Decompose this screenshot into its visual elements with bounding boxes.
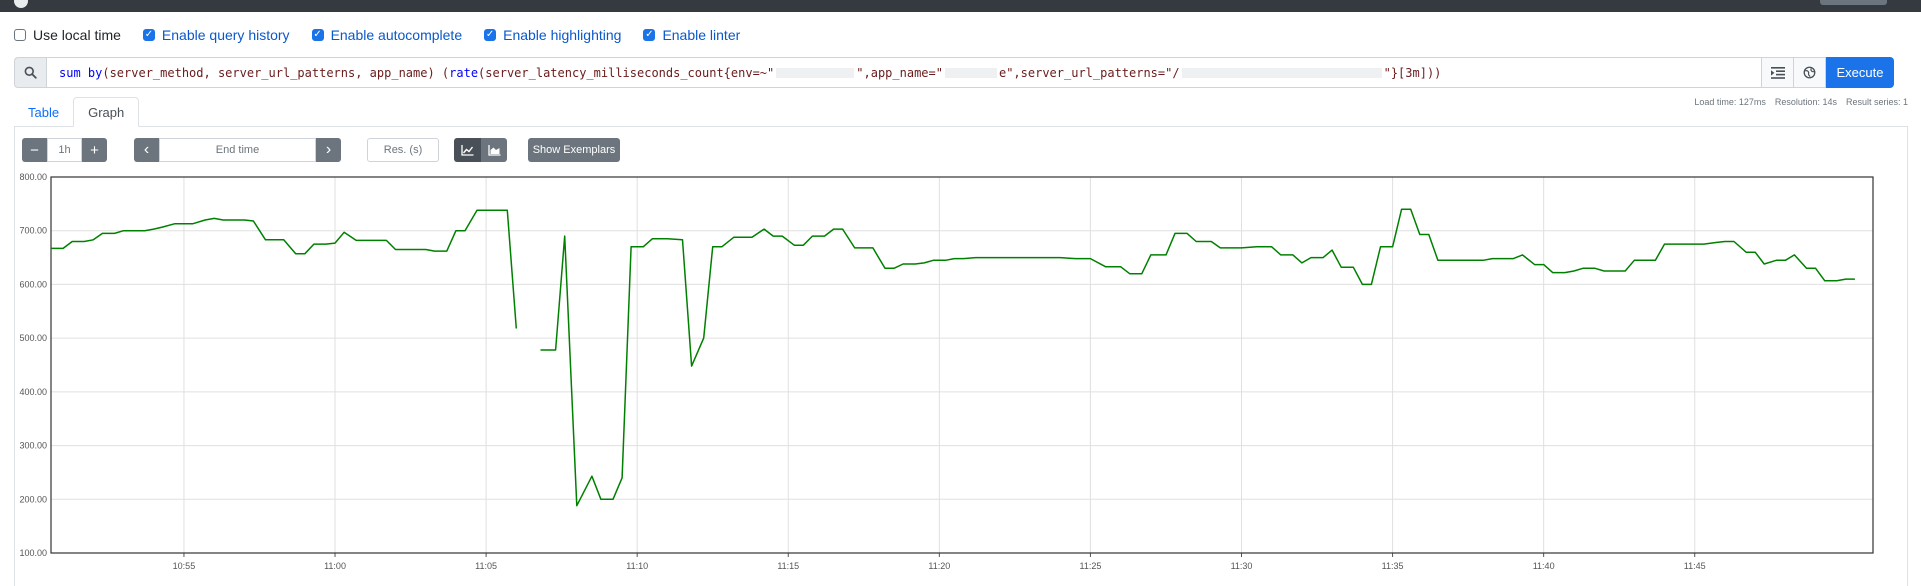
latency-line-chart: 800.00 700.00 600.00 500.00 400.00 300.00 200.… [19, 172, 1874, 571]
checkbox-icon[interactable] [14, 29, 26, 41]
setting-enable-autocomplete[interactable]: ✓ Enable autocomplete [311, 27, 463, 43]
resolution-input[interactable]: Res. (s) [367, 138, 439, 162]
query-bar: sum by (server_method, server_url_patter… [14, 57, 1894, 88]
setting-label: Use local time [33, 27, 121, 43]
checkbox-checked-icon[interactable]: ✓ [142, 29, 155, 41]
x-tick-label: 11:20 [928, 561, 950, 571]
plot-area-frame [50, 176, 1874, 554]
query-input[interactable]: sum by (server_method, server_url_patter… [46, 57, 1762, 88]
query-text: "}[3m])) [1383, 65, 1442, 80]
checkbox-checked-icon[interactable]: ✓ [311, 29, 324, 41]
resolution: Resolution: 14s [1774, 97, 1837, 107]
y-tick-label: 300.00 [19, 441, 47, 451]
view-tabs: Table Graph [14, 97, 140, 127]
x-tick-label: 11:25 [1079, 561, 1101, 571]
y-tick-label: 700.00 [19, 226, 47, 236]
x-tick-label: 11:10 [626, 561, 648, 571]
y-tick-label: 600.00 [19, 279, 47, 289]
previous-time-button[interactable]: ‹ [134, 138, 159, 162]
tab-table[interactable]: Table [28, 104, 60, 120]
end-time-input[interactable]: End time [159, 138, 316, 162]
execute-button[interactable]: Execute [1826, 57, 1894, 88]
y-tick-label: 800.00 [19, 172, 47, 182]
query-stats: Load time: 127ms Resolution: 14s Result se… [1685, 97, 1908, 107]
navbar [0, 0, 1921, 12]
x-tick-label: 11:15 [777, 561, 799, 571]
x-tick-label: 11:40 [1533, 561, 1555, 571]
increase-range-button[interactable]: + [82, 138, 107, 162]
setting-enable-query-history[interactable]: ✓ Enable query history [142, 27, 290, 43]
line-chart-icon[interactable] [454, 138, 481, 162]
setting-enable-linter[interactable]: ✓ Enable linter [643, 27, 740, 43]
result-series: Result series: 1 [1845, 97, 1908, 107]
setting-use-local-time[interactable]: Use local time [14, 27, 121, 43]
decrease-range-button[interactable]: − [22, 138, 47, 162]
setting-enable-highlighting[interactable]: ✓ Enable highlighting [484, 27, 621, 43]
graph-panel [14, 126, 1908, 586]
query-keyword: sum by [59, 65, 103, 80]
x-tick-label: 10:55 [173, 561, 196, 571]
setting-label: Enable highlighting [503, 27, 622, 43]
series-line [540, 208, 1855, 507]
y-tick-label: 400.00 [19, 387, 47, 397]
y-tick-label: 100.00 [19, 548, 47, 558]
settings-bar: Use local time ✓ Enable query history ✓ … [14, 27, 762, 43]
metrics-explorer-icon[interactable] [1794, 57, 1826, 88]
x-tick-label: 11:05 [475, 561, 497, 571]
setting-label: Enable linter [662, 27, 741, 43]
y-tick-label: 200.00 [19, 494, 47, 504]
x-tick-label: 11:35 [1382, 561, 1404, 571]
redacted-text [1181, 67, 1382, 78]
x-tick-label: 11:00 [324, 561, 346, 571]
checkbox-checked-icon[interactable]: ✓ [643, 29, 656, 41]
stacked-chart-icon[interactable] [481, 138, 507, 162]
format-query-icon[interactable] [1762, 57, 1794, 88]
setting-label: Enable query history [161, 27, 290, 43]
query-text: ",app_name=" [856, 65, 943, 80]
x-tick-label: 11:45 [1684, 561, 1706, 571]
app-logo[interactable] [14, 0, 28, 8]
x-tick-label: 11:30 [1231, 561, 1253, 571]
tab-graph[interactable]: Graph [73, 97, 140, 127]
query-function: rate [449, 65, 479, 80]
next-time-button[interactable]: › [316, 138, 341, 162]
navbar-button[interactable] [1820, 0, 1887, 5]
redacted-text [944, 67, 997, 78]
checkbox-checked-icon[interactable]: ✓ [484, 29, 497, 41]
redacted-text [776, 67, 855, 78]
query-text: e",server_url_patterns="/ [998, 65, 1180, 80]
search-icon [14, 57, 46, 88]
series-line [51, 209, 518, 329]
setting-label: Enable autocomplete [330, 27, 463, 43]
query-text: (server_latency_milliseconds_count{env=~… [478, 65, 775, 80]
range-input[interactable]: 1h [47, 138, 82, 162]
y-tick-label: 500.00 [19, 333, 47, 343]
query-text: (server_method, server_url_patterns, app… [102, 65, 450, 80]
show-exemplars-button[interactable]: Show Exemplars [528, 138, 620, 162]
load-time: Load time: 127ms [1694, 97, 1766, 107]
